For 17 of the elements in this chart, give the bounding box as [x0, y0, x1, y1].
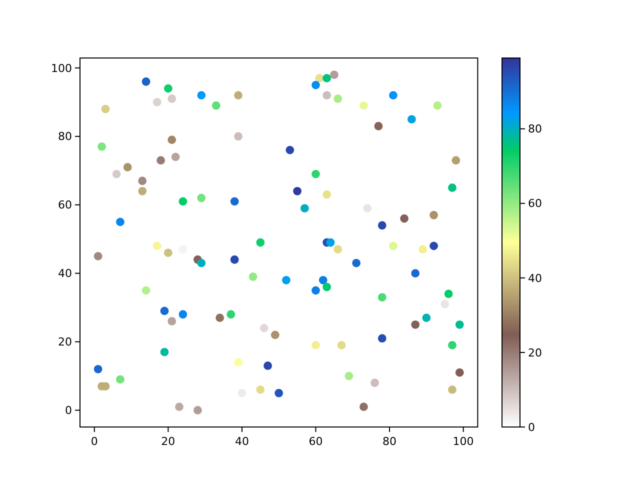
x-tick-label: 40	[234, 435, 249, 448]
x-tick-label: 80	[382, 435, 397, 448]
x-tick-label: 100	[452, 435, 474, 448]
x-tick-label: 0	[90, 435, 98, 448]
y-tick-label: 40	[58, 267, 72, 280]
y-tick-label: 100	[51, 62, 72, 75]
color-bar-label: 80	[528, 122, 542, 136]
x-tick-label: 20	[161, 435, 176, 448]
y-tick-label: 0	[65, 404, 72, 418]
y-tick-label: 80	[58, 130, 72, 144]
color-bar-label: 20	[528, 346, 542, 360]
x-tick-label: 60	[308, 435, 323, 448]
color-bar-label: 0	[528, 420, 535, 434]
color-bar-label: 60	[528, 197, 542, 210]
color-bar-label: 40	[528, 272, 542, 285]
y-tick-label: 60	[58, 198, 72, 212]
y-tick-label: 20	[58, 336, 72, 349]
